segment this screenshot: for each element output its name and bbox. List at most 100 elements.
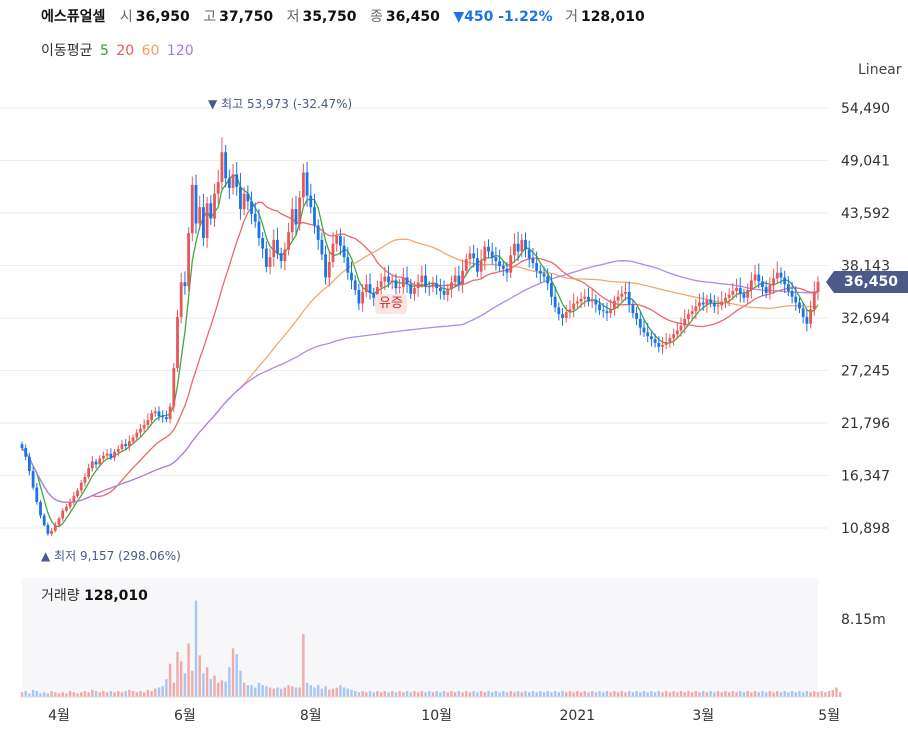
- x-tick-label: 6월: [174, 708, 196, 724]
- candle-body: [720, 301, 724, 306]
- volume-panel-bg: [22, 578, 818, 697]
- candle-body: [690, 311, 694, 315]
- volume-bar: [265, 686, 268, 697]
- volume-bar: [231, 648, 235, 697]
- candle-body: [427, 286, 431, 288]
- volume-bar: [442, 691, 446, 697]
- candle-body: [801, 308, 805, 317]
- candle-body: [187, 233, 191, 287]
- candle-body: [379, 281, 383, 288]
- candle-body: [301, 172, 305, 198]
- volume-bar: [553, 691, 557, 697]
- volume-bar: [494, 691, 498, 697]
- volume-bar: [787, 692, 790, 697]
- volume-bar: [631, 692, 635, 697]
- volume-bar: [320, 688, 324, 697]
- volume-bar: [331, 688, 335, 697]
- candle-body: [579, 298, 583, 302]
- candle-body: [453, 275, 457, 283]
- volume-bar: [824, 692, 827, 697]
- volume-bar: [257, 682, 261, 697]
- volume-bar: [557, 692, 561, 697]
- volume-bar: [239, 670, 242, 697]
- candle-body: [246, 193, 250, 202]
- volume-bar: [161, 686, 164, 697]
- candle-body: [65, 506, 68, 511]
- candle-body: [342, 245, 346, 258]
- candle-body: [616, 296, 620, 301]
- volume-bar: [435, 691, 438, 697]
- volume-bar: [128, 689, 131, 697]
- volume-bar: [753, 691, 757, 697]
- volume-bar: [831, 689, 835, 697]
- volume-bar: [798, 691, 801, 697]
- candle-body: [727, 294, 731, 298]
- candle-body: [205, 203, 209, 238]
- candle-body: [146, 420, 150, 425]
- candle-body: [461, 270, 464, 285]
- volume-bar: [483, 692, 486, 697]
- ma-legend[interactable]: 이동평균 5 20 60 120: [41, 40, 194, 60]
- volume-bar: [702, 691, 705, 697]
- volume-bar: [183, 673, 187, 697]
- volume-bar: [768, 691, 772, 697]
- volume-bar: [279, 688, 283, 697]
- volume-bar: [583, 691, 586, 697]
- candle-body: [39, 501, 42, 516]
- volume-bar: [131, 691, 135, 697]
- volume-bar: [579, 692, 583, 697]
- candle-body: [172, 368, 176, 407]
- candle-body: [479, 261, 483, 272]
- volume-bar: [572, 692, 575, 697]
- volume-bar: [109, 691, 113, 697]
- volume-bar: [20, 692, 24, 697]
- volume-bar: [316, 685, 320, 697]
- volume-bar: [668, 692, 672, 697]
- candle-body: [372, 292, 376, 298]
- candle-body: [316, 225, 320, 240]
- volume-bar: [135, 692, 138, 697]
- candle-body: [257, 221, 261, 238]
- volume-bar: [750, 692, 753, 697]
- volume-bar: [172, 682, 175, 697]
- candle-body: [116, 448, 120, 452]
- candle-body: [42, 515, 46, 526]
- candle-body: [550, 283, 553, 297]
- volume-bar: [657, 691, 660, 697]
- candle-body: [409, 284, 413, 294]
- volume-bar: [465, 691, 468, 697]
- volume-bar: [324, 686, 327, 697]
- y-axis-ticks: 54,490 49,041 43,592 38,143 32,694 27,245 21,7…: [841, 101, 890, 537]
- open-value: 36,950: [135, 9, 190, 25]
- volume-bar: [124, 691, 127, 697]
- candles: [20, 137, 820, 537]
- volume-bar: [698, 692, 701, 697]
- volume-bar: [150, 691, 153, 697]
- volume-bar: [65, 693, 68, 697]
- high-label: 고: [203, 9, 217, 25]
- candle-body: [687, 314, 690, 319]
- candle-body: [735, 288, 738, 291]
- volume-bar: [568, 691, 572, 697]
- candle-body: [583, 296, 587, 299]
- candle-body: [324, 254, 327, 278]
- candle-body: [457, 275, 461, 285]
- candle-body: [176, 316, 179, 369]
- candle-body: [450, 282, 453, 290]
- volume-bar: [276, 687, 279, 697]
- candle-body: [661, 344, 664, 347]
- candle-body: [535, 263, 539, 271]
- candle-body: [79, 482, 83, 491]
- volume-bar: [142, 692, 146, 697]
- grid-lines: [0, 107, 828, 529]
- volume-bar: [694, 691, 698, 697]
- volume-bar: [372, 692, 375, 697]
- candle-body: [538, 270, 542, 274]
- volume-bar: [594, 692, 598, 697]
- candle-body: [698, 302, 701, 307]
- volume-bar: [272, 688, 275, 697]
- event-tag[interactable]: 유증: [375, 294, 407, 314]
- candle-body: [446, 289, 450, 295]
- scale-toggle[interactable]: Linear: [858, 62, 902, 78]
